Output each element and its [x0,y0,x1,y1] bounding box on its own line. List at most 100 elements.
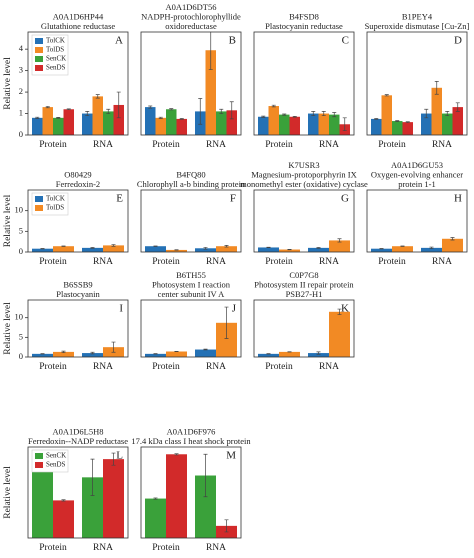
plot-area [258,238,350,252]
error-bar [179,118,184,120]
x-tick-label: Protein [378,140,406,150]
bar [329,240,350,252]
bar [329,311,350,357]
error-bar [90,458,95,496]
bar [452,107,463,135]
panel-title: NADPH-protochlorophyllide [141,11,241,21]
error-bar [450,237,455,241]
bar [113,104,124,135]
plot-area [145,306,237,357]
panel-letter: D [454,35,462,47]
panel-title: B6SSB9 [63,279,92,289]
axes-frame [140,31,242,136]
bar [166,109,177,135]
axes-frame [27,31,129,136]
panel-title: B4FQ80 [176,169,205,179]
error-bar [85,111,90,117]
error-bar [316,247,321,249]
panel-letter: J [232,303,237,315]
error-bar [158,116,163,119]
error-bar [261,115,266,118]
error-bar [116,91,121,119]
bar [308,113,319,135]
bar [195,475,216,538]
y-tick-label: 0 [19,351,23,361]
panel-letter: M [226,450,236,462]
error-bar [434,81,439,95]
plot-area [32,341,124,357]
plot-area [258,104,350,135]
bar [53,117,64,135]
error-bar [61,499,66,502]
panel-title: protein 1-1 [398,179,436,189]
y-axis-label: Relative level [3,466,13,519]
axes-frame [27,189,129,253]
panel-title: Plastocyanin reductase [265,21,343,31]
error-bar [203,247,208,250]
bar [226,110,237,135]
bar [32,470,53,538]
legend-swatch [35,65,43,71]
bar [195,248,216,252]
error-bar [203,453,208,498]
bar [92,96,103,135]
bar [145,246,166,252]
plot-area [32,452,124,538]
bar [82,247,103,252]
error-bar [424,108,429,119]
y-tick-label: 2 [19,86,23,96]
x-tick-label: RNA [319,257,339,267]
panel-title: A0A1D6L5H8 [53,426,104,436]
legend-swatch [35,453,43,459]
x-tick-label: RNA [319,362,339,372]
bar [421,247,442,252]
bar [258,247,279,252]
legend-swatch [35,38,43,44]
error-bar [208,32,213,70]
panel-title: Superoxide dismutase [Cu-Zn] [365,21,470,31]
x-tick-label: Protein [152,257,180,267]
x-tick-label: RNA [319,140,339,150]
panel-title: K7USR3 [288,160,319,170]
error-bar [56,117,61,119]
error-bar [445,111,450,117]
panel-title: PSB27-H1 [286,289,323,299]
panel-title: Photosystem II repair protein [254,279,354,289]
bar [258,116,269,135]
panel-title: Ferredoxin-2 [56,179,100,189]
error-bar [148,105,153,109]
axes-frame [366,189,468,253]
plot-area [145,245,237,252]
plot-area [145,453,237,538]
panel-title: A0A1D6F976 [167,426,216,436]
x-tick-label: RNA [93,257,113,267]
bar [195,349,216,357]
panel-title: A0A1D6DT56 [166,2,217,12]
error-bar [342,117,347,132]
y-tick-label: 4 [19,43,24,53]
panel-title: A0A1D6HP44 [53,11,104,21]
x-tick-label: Protein [39,543,67,553]
error-bar [219,108,224,114]
panel-title: B4FSD8 [289,11,319,21]
x-tick-label: RNA [206,140,226,150]
bar [205,50,216,135]
x-tick-label: Protein [152,362,180,372]
bar [103,459,124,538]
bar [216,246,237,252]
x-tick-label: Protein [265,257,293,267]
bar [371,118,382,135]
bar [279,249,300,252]
y-axis-label: Relative level [3,194,13,247]
error-bar [90,351,95,355]
x-tick-label: RNA [93,362,113,372]
bar [392,246,413,252]
